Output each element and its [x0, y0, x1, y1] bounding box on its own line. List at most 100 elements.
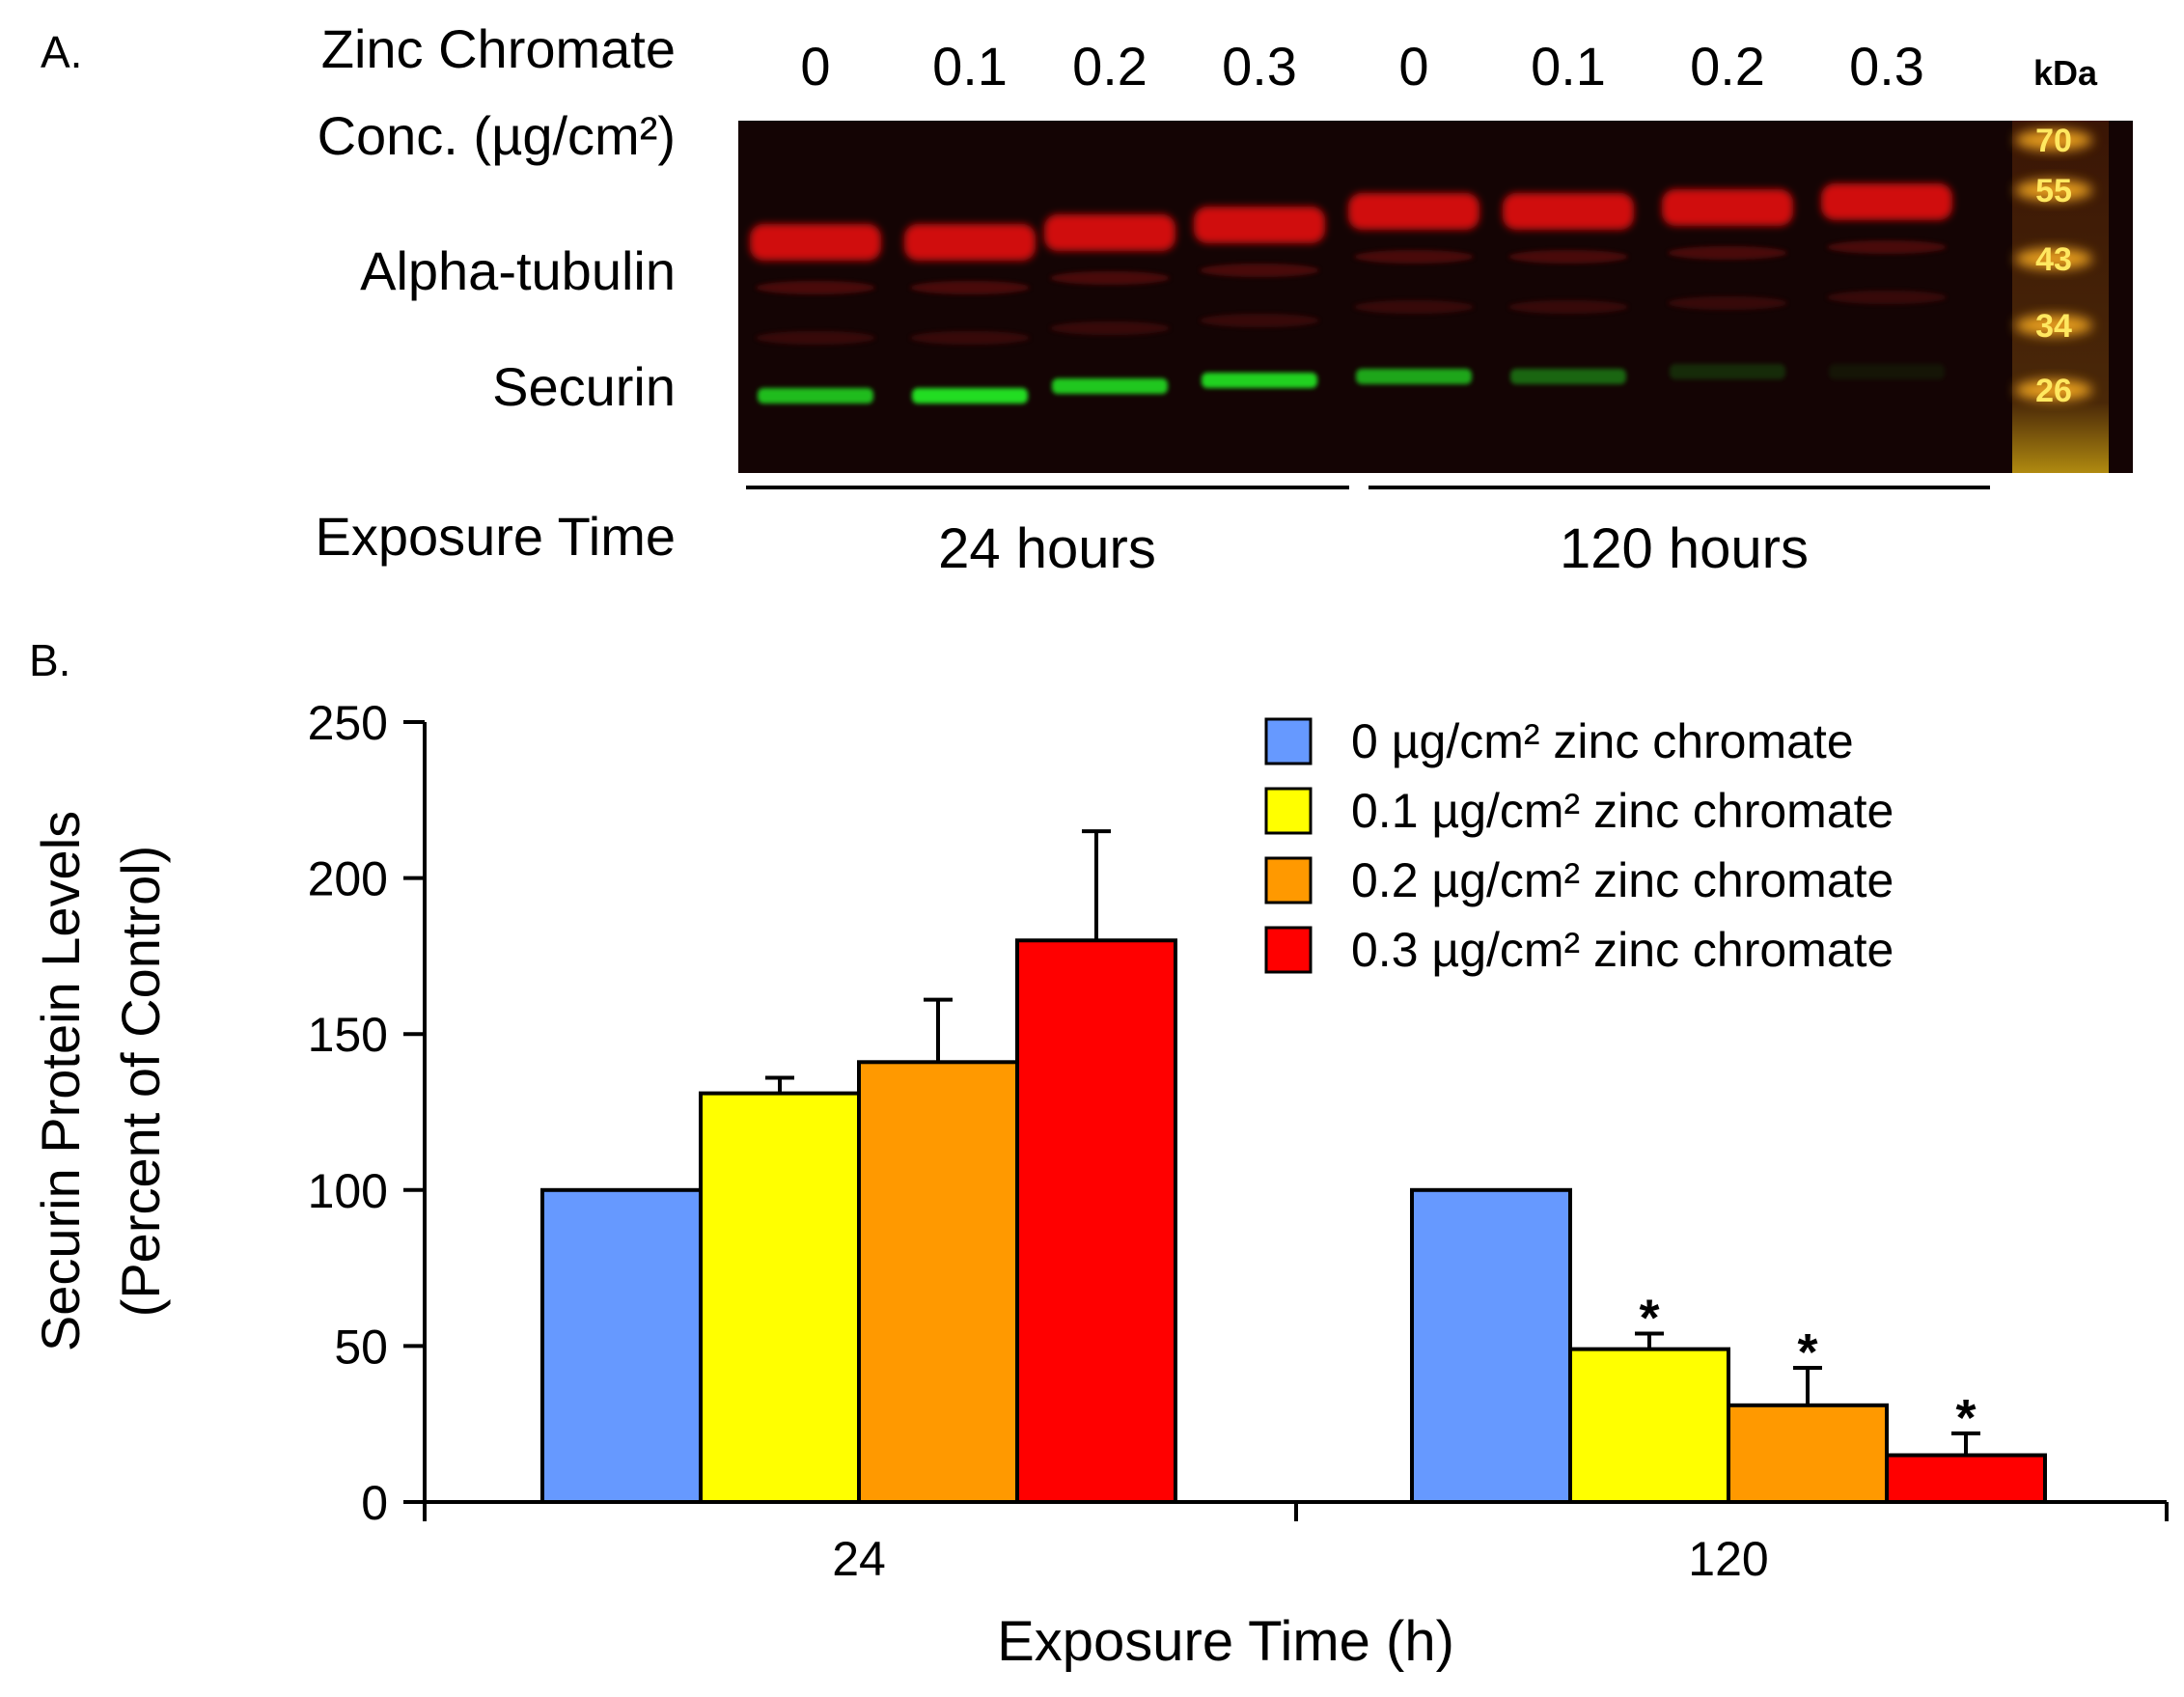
legend-swatch [1264, 856, 1313, 904]
y-tick-label: 150 [308, 1008, 388, 1062]
x-axis-title: Exposure Time (h) [997, 1610, 1454, 1673]
panel-b-label: B. [29, 635, 70, 685]
bar [1568, 1347, 1730, 1504]
bars: * * * [540, 829, 2047, 1505]
band-label-securin: Securin [492, 356, 676, 417]
faint-band [1827, 240, 1947, 254]
ladder-marker-label: 34 [2035, 308, 2072, 345]
bar [1015, 938, 1177, 1504]
securin-band [1356, 369, 1472, 384]
legend-swatch [1264, 926, 1313, 974]
x-tick-label: 24 [832, 1532, 886, 1586]
lane-label: 0.2 [1690, 36, 1765, 97]
conc-label-line2: Conc. (µg/cm²) [318, 105, 676, 166]
securin-band [1829, 364, 1945, 379]
legend-label: 0.2 µg/cm² zinc chromate [1351, 853, 1894, 907]
faint-band [1508, 300, 1628, 314]
ladder-band [2015, 129, 2092, 151]
alpha-tubulin-band [1194, 207, 1325, 243]
faint-band [910, 331, 1030, 345]
y-axis-title-line2: (Percent of Control) [110, 846, 171, 1318]
y-axis-title-line1: Securin Protein Levels [30, 811, 91, 1351]
ladder-unit-label: kDa [2033, 53, 2098, 93]
faint-band [756, 331, 875, 345]
exposure-time-label: Exposure Time [316, 506, 677, 567]
y-tick-label: 200 [308, 852, 388, 906]
faint-band [1050, 321, 1170, 335]
group-label-24h: 24 hours [938, 517, 1156, 580]
legend-swatch [1264, 717, 1313, 765]
panel-a-label: A. [41, 27, 82, 77]
alpha-tubulin-band [750, 224, 881, 261]
panel-b: B. Securin Protein Levels (Percent of Co… [29, 635, 2169, 1673]
y-tick-label: 250 [308, 696, 388, 750]
alpha-tubulin-band [1348, 193, 1479, 230]
ladder-lane [2012, 121, 2109, 473]
faint-band [1827, 291, 1947, 304]
bar [540, 1187, 703, 1505]
lane-label: 0 [800, 36, 830, 97]
alpha-tubulin-band [1662, 189, 1793, 226]
ladder-marker-label: 70 [2035, 123, 2072, 159]
securin-band [1670, 364, 1785, 379]
group-label-120h: 120 hours [1560, 517, 1809, 580]
x-tick-label: 120 [1688, 1532, 1768, 1586]
ladder-markers: 70 55 43 34 26 [2015, 123, 2092, 409]
faint-band [1668, 296, 1787, 310]
ladder-band [2015, 248, 2092, 269]
securin-band [758, 388, 873, 403]
bar [1727, 1403, 1889, 1504]
bar [857, 1060, 1019, 1504]
lane-labels: 0 0.1 0.2 0.3 0 0.1 0.2 0.3 [800, 36, 1924, 97]
faint-band [1200, 264, 1319, 277]
faint-band [1354, 250, 1474, 264]
alpha-tubulin-band [1503, 193, 1634, 230]
legend-label: 0.1 µg/cm² zinc chromate [1351, 784, 1894, 838]
lane-label: 0.3 [1222, 36, 1297, 97]
lane-label: 0 [1398, 36, 1428, 97]
lane-label: 0.2 [1072, 36, 1147, 97]
x-axis: 24 120 [423, 1500, 2169, 1586]
ladder-band [2015, 315, 2092, 336]
legend-label: 0 µg/cm² zinc chromate [1351, 714, 1854, 768]
securin-band [912, 388, 1028, 403]
ladder-band [2015, 379, 2092, 401]
lane-label: 0.1 [932, 36, 1008, 97]
ladder-band [2015, 180, 2092, 201]
lane-label: 0.1 [1531, 36, 1606, 97]
conc-label-line1: Zinc Chromate [321, 18, 676, 79]
faint-band [1668, 246, 1787, 260]
faint-band [756, 281, 875, 294]
panel-a: A. Zinc Chromate Conc. (µg/cm²) 0 0.1 0.2 0… [41, 18, 2133, 580]
y-tick-label: 100 [308, 1164, 388, 1218]
bar [699, 1091, 861, 1505]
y-tick-label: 0 [361, 1476, 388, 1530]
ladder-marker-label: 43 [2035, 241, 2072, 278]
faint-band [1354, 300, 1474, 314]
y-tick-label: 50 [334, 1320, 388, 1374]
ladder-marker-label: 26 [2035, 373, 2072, 409]
legend-swatch [1264, 787, 1313, 835]
band-label-alpha-tubulin: Alpha-tubulin [360, 240, 676, 301]
legend-label: 0.3 µg/cm² zinc chromate [1351, 923, 1894, 977]
legend: 0 µg/cm² zinc chromate 0.1 µg/cm² zinc ch… [1264, 714, 1894, 977]
bar [1410, 1187, 1572, 1505]
faint-band [1050, 271, 1170, 285]
securin-band [1052, 378, 1168, 394]
significance-marker: * [1639, 1289, 1659, 1347]
y-axis: 0 50 100 150 200 250 [308, 696, 427, 1530]
alpha-tubulin-band [1044, 214, 1175, 251]
blot-bands [750, 183, 1952, 403]
faint-band [1200, 314, 1319, 327]
significance-marker: * [1955, 1389, 1976, 1447]
ladder-marker-label: 55 [2035, 173, 2072, 209]
alpha-tubulin-band [904, 224, 1036, 261]
securin-band [1510, 369, 1626, 384]
significance-marker: * [1797, 1323, 1817, 1381]
bar [1885, 1453, 2047, 1505]
lane-label: 0.3 [1849, 36, 1924, 97]
alpha-tubulin-band [1821, 183, 1952, 220]
faint-band [910, 281, 1030, 294]
securin-band [1202, 373, 1317, 388]
